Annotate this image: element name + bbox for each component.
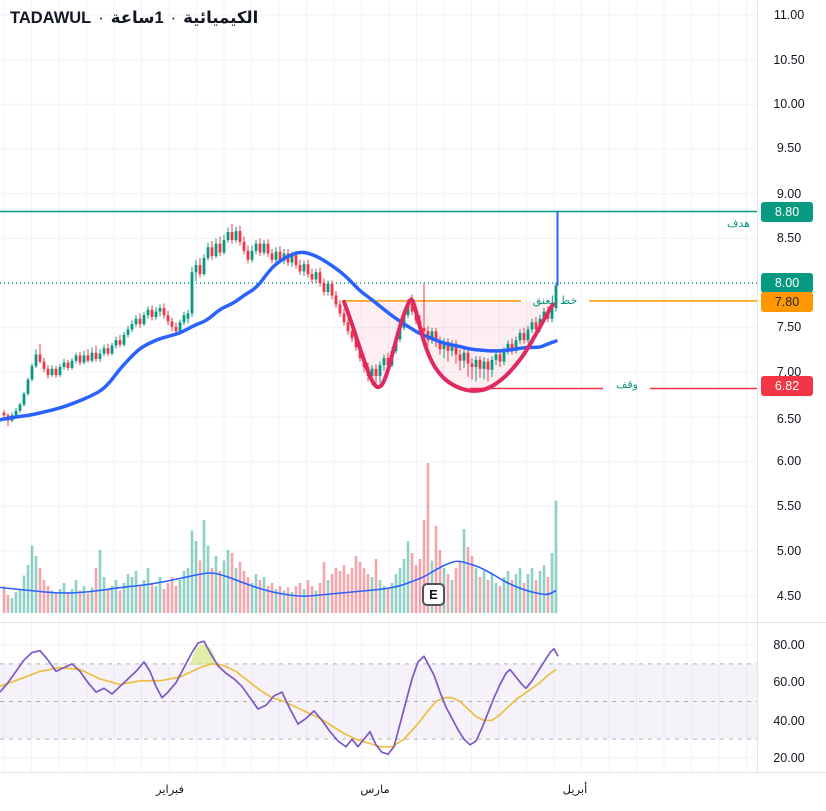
rsi-tick: 20.00 (773, 751, 805, 765)
price-tick: 6.50 (776, 412, 802, 426)
rsi-band (0, 663, 757, 740)
month-label-february: فبراير (155, 784, 185, 796)
price-axis[interactable]: 11.00 10.50 10.00 9.50 9.00 8.50 7.50 7.… (757, 0, 826, 772)
earnings-event-marker[interactable]: E (422, 583, 445, 606)
legend-separator: · (170, 8, 177, 27)
rsi-tick: 60.00 (773, 675, 805, 689)
symbol-name[interactable]: TADAWUL (10, 8, 92, 27)
price-tick: 9.00 (776, 187, 802, 201)
rsi-layer (0, 640, 559, 756)
candles-layer (2, 224, 558, 426)
price-tick: 8.50 (776, 231, 802, 245)
volume-layer (0, 463, 558, 613)
time-axis-border (0, 772, 826, 773)
stop-price-badge: 6.82 (761, 376, 813, 396)
rsi-tick: 80.00 (773, 638, 805, 652)
price-tick: 5.00 (776, 544, 802, 558)
chart-canvas[interactable] (0, 0, 757, 772)
chart-plot-area[interactable]: TADAWUL · 1ساعة · الكيميائية هدف خط العن… (0, 0, 757, 772)
price-tick: 4.50 (776, 589, 802, 603)
neckline-price-badge: 7.80 (761, 292, 813, 312)
chart-legend: TADAWUL · 1ساعة · الكيميائية (10, 8, 258, 28)
month-label-april: أبريل (562, 784, 588, 796)
pattern-curve (342, 211, 559, 393)
target-price-badge: 8.80 (761, 202, 813, 222)
price-tick: 10.50 (773, 53, 805, 67)
price-tick: 9.50 (776, 141, 802, 155)
target-line-label: هدف (727, 218, 750, 230)
interval-label[interactable]: 1ساعة (110, 9, 164, 27)
grid-layer (0, 0, 757, 772)
price-tick: 7.50 (776, 320, 802, 334)
legend-separator: · (98, 8, 104, 27)
price-tick: 7.00 (776, 365, 802, 379)
time-axis[interactable]: فبراير مارس أبريل (0, 773, 826, 811)
neckline-label: خط العنق (532, 295, 578, 307)
stop-line-label: وقف (616, 379, 638, 391)
rsi-tick: 40.00 (773, 714, 805, 728)
symbol-description: الكيميائية (183, 9, 259, 27)
price-axis-border (757, 0, 758, 772)
month-label-march: مارس (360, 784, 390, 796)
price-tick: 11.00 (773, 8, 805, 22)
pane-separator[interactable] (0, 622, 826, 623)
price-tick: 6.00 (776, 454, 802, 468)
breakout-price-badge: 8.00 (761, 273, 813, 293)
price-tick: 5.50 (776, 499, 802, 513)
ma-line (0, 250, 558, 422)
price-tick: 10.00 (773, 97, 805, 111)
